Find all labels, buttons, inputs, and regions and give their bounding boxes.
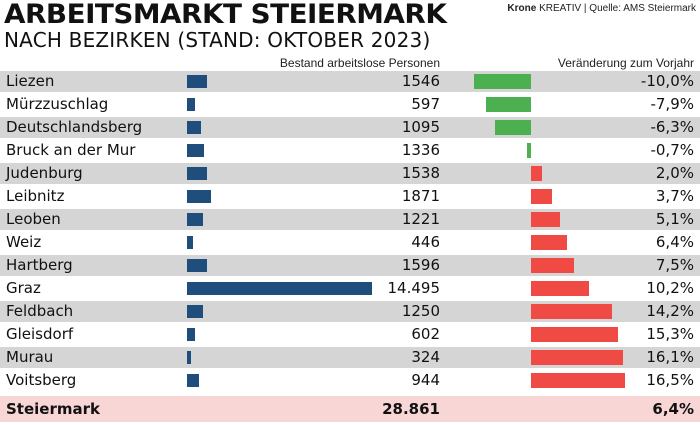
total-change: 6,4% <box>652 400 694 418</box>
total-row: Steiermark 28.861 6,4% <box>0 396 700 422</box>
table-row: Judenburg 1538 2,0% <box>0 163 700 184</box>
count-value: 1546 <box>401 72 440 90</box>
change-value: 16,1% <box>646 348 694 366</box>
table-row: Hartberg 1596 7,5% <box>0 255 700 276</box>
count-value: 1095 <box>401 118 440 136</box>
district-label: Leoben <box>6 210 61 228</box>
count-value: 597 <box>411 95 440 113</box>
count-bar <box>187 167 207 180</box>
change-value: -10,0% <box>640 72 694 90</box>
increase-bar <box>531 235 568 250</box>
count-value: 446 <box>411 233 440 251</box>
total-count: 28.861 <box>382 400 440 418</box>
table-row: Mürzzuschlag 597 -7,9% <box>0 94 700 115</box>
district-label: Murau <box>6 348 54 366</box>
district-label: Weiz <box>6 233 42 251</box>
increase-bar <box>531 166 543 181</box>
increase-bar <box>531 258 574 273</box>
district-label: Judenburg <box>6 164 83 182</box>
district-label: Gleisdorf <box>6 325 74 343</box>
change-value: -7,9% <box>650 95 694 113</box>
decrease-bar <box>474 74 531 89</box>
table-row: Voitsberg 944 16,5% <box>0 370 700 391</box>
count-value: 602 <box>411 325 440 343</box>
change-value: 5,1% <box>655 210 694 228</box>
district-label: Deutschlandsberg <box>6 118 143 136</box>
table-row: Bruck an der Mur 1336 -0,7% <box>0 140 700 161</box>
count-value: 1871 <box>401 187 440 205</box>
count-bar <box>187 190 211 203</box>
change-value: 3,7% <box>655 187 694 205</box>
increase-bar <box>531 327 619 342</box>
count-value: 1336 <box>401 141 440 159</box>
change-value: 2,0% <box>655 164 694 182</box>
table-row: Feldbach 1250 14,2% <box>0 301 700 322</box>
decrease-bar <box>495 120 531 135</box>
chart-subtitle: NACH BEZIRKEN (STAND: OKTOBER 2023) <box>4 28 431 52</box>
change-value: -0,7% <box>650 141 694 159</box>
table-row: Murau 324 16,1% <box>0 347 700 368</box>
district-label: Hartberg <box>6 256 73 274</box>
column-header-count: Bestand arbeitslose Personen <box>279 56 440 70</box>
change-value: -6,3% <box>650 118 694 136</box>
count-value: 1596 <box>401 256 440 274</box>
change-value: 15,3% <box>646 325 694 343</box>
change-value: 6,4% <box>655 233 694 251</box>
change-value: 16,5% <box>646 371 694 389</box>
count-value: 14.495 <box>387 279 441 297</box>
count-bar <box>187 259 208 272</box>
count-bar <box>187 351 192 364</box>
table-row: Graz 14.495 10,2% <box>0 278 700 299</box>
count-bar <box>187 305 203 318</box>
count-bar <box>187 75 207 88</box>
count-value: 944 <box>411 371 440 389</box>
count-bar <box>187 144 205 157</box>
district-label: Graz <box>6 279 41 297</box>
count-value: 1221 <box>401 210 440 228</box>
increase-bar <box>531 281 590 296</box>
table-row: Leibnitz 1871 3,7% <box>0 186 700 207</box>
count-bar <box>187 236 193 249</box>
count-bar <box>187 328 195 341</box>
source-credit: Krone KREATIV | Quelle: AMS Steiermark <box>507 3 696 14</box>
increase-bar <box>531 350 623 365</box>
table-row: Deutschlandsberg 1095 -6,3% <box>0 117 700 138</box>
count-bar <box>187 213 203 226</box>
count-value: 1538 <box>401 164 440 182</box>
decrease-bar <box>527 143 531 158</box>
table-row: Gleisdorf 602 15,3% <box>0 324 700 345</box>
district-label: Bruck an der Mur <box>6 141 136 159</box>
count-bar <box>187 282 372 295</box>
credit-source: KREATIV | Quelle: AMS Steiermark <box>539 3 696 14</box>
column-header-change: Veränderung zum Vorjahr <box>557 56 694 70</box>
count-value: 1250 <box>401 302 440 320</box>
total-label: Steiermark <box>6 400 100 418</box>
count-value: 324 <box>411 348 440 366</box>
change-value: 10,2% <box>646 279 694 297</box>
count-bar <box>187 374 200 387</box>
increase-bar <box>531 373 626 388</box>
district-label: Feldbach <box>6 302 74 320</box>
count-bar <box>187 121 201 134</box>
table-row: Liezen 1546 -10,0% <box>0 71 700 92</box>
decrease-bar <box>485 97 531 112</box>
district-label: Mürzzuschlag <box>6 95 109 113</box>
table-row: Weiz 446 6,4% <box>0 232 700 253</box>
district-label: Liezen <box>6 72 55 90</box>
increase-bar <box>531 189 553 204</box>
count-bar <box>187 98 195 111</box>
change-value: 14,2% <box>646 302 694 320</box>
increase-bar <box>531 212 561 227</box>
district-label: Leibnitz <box>6 187 65 205</box>
credit-brand: Krone <box>507 3 537 14</box>
district-label: Voitsberg <box>6 371 77 389</box>
chart-title: ARBEITSMARKT STEIERMARK <box>4 0 447 30</box>
table-row: Leoben 1221 5,1% <box>0 209 700 230</box>
change-value: 7,5% <box>655 256 694 274</box>
increase-bar <box>531 304 612 319</box>
